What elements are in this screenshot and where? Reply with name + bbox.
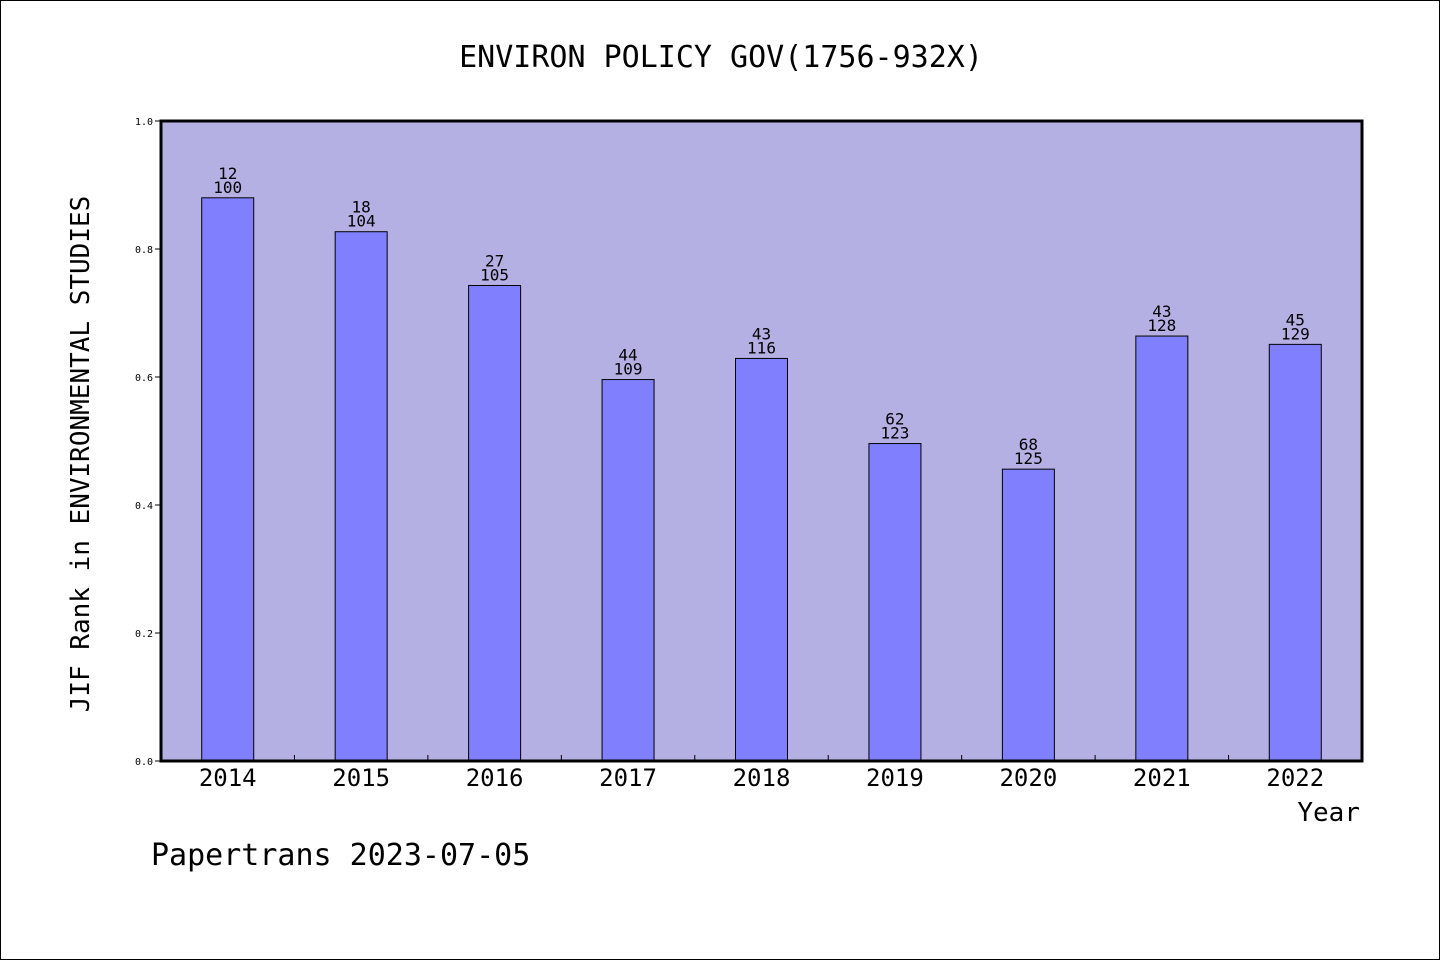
x-axis: 2014 2015 2016 2017 2018 2019 2020 2021 2022 xyxy=(199,755,1324,792)
x-tick-label: 2016 xyxy=(466,764,524,792)
bar-2020 xyxy=(1001,468,1055,762)
y-tick-label: 0.4 xyxy=(135,501,153,512)
x-tick-label: 2017 xyxy=(599,764,657,792)
bar-total-label: 129 xyxy=(1281,324,1310,343)
bar-rank-label: 43 xyxy=(1152,302,1171,321)
y-tick-label: 0.6 xyxy=(135,373,153,384)
bar-rank-label: 18 xyxy=(352,198,371,217)
bar-total-label: 100 xyxy=(213,178,242,197)
bar-rank-label: 68 xyxy=(1019,435,1038,454)
bar-total-label: 116 xyxy=(747,338,776,357)
bar-total-label: 128 xyxy=(1147,316,1176,335)
bar-group xyxy=(201,197,1322,762)
bar-rank-label: 45 xyxy=(1286,310,1305,329)
bar-2022 xyxy=(1268,343,1322,762)
y-tick-label: 1.0 xyxy=(135,117,153,128)
bar-total-label: 104 xyxy=(347,212,376,231)
bar-total-label: 123 xyxy=(880,424,909,443)
bar-2015 xyxy=(334,231,388,762)
bar-rank-label: 44 xyxy=(618,346,637,365)
y-axis-label: JIF Rank in ENVIRONMENTAL STUDIES xyxy=(66,196,96,713)
y-tick-label: 0.8 xyxy=(135,245,153,256)
bar-rank-label: 12 xyxy=(218,164,237,183)
bar-2018 xyxy=(735,357,788,762)
x-tick-label: 2020 xyxy=(999,764,1057,792)
plot-border xyxy=(159,119,1364,763)
bar-2021 xyxy=(1135,335,1189,762)
bar-2019 xyxy=(868,443,922,762)
x-tick-label: 2021 xyxy=(1133,764,1191,792)
y-tick-label: 0.2 xyxy=(135,629,153,640)
bar-label-group: 1210018104271054410943116621236812543128… xyxy=(213,164,1309,468)
x-tick-label: 2022 xyxy=(1266,764,1324,792)
y-tick-label: 0.0 xyxy=(135,757,153,768)
bar-total-label: 105 xyxy=(480,265,509,284)
bar-rank-label: 43 xyxy=(752,324,771,343)
chart-title: ENVIRON POLICY GOV(1756-932X) xyxy=(459,40,983,75)
x-tick-label: 2018 xyxy=(733,764,791,792)
bar-2016 xyxy=(468,284,522,762)
bar-rank-label: 62 xyxy=(885,410,904,429)
bar-total-label: 125 xyxy=(1014,449,1043,468)
bar-2017 xyxy=(601,379,655,762)
x-axis-label: Year xyxy=(1297,798,1360,828)
bar-total-label: 109 xyxy=(614,360,643,379)
bar-rank-label: 27 xyxy=(485,251,504,270)
x-tick-label: 2014 xyxy=(199,764,257,792)
x-tick-label: 2015 xyxy=(332,764,390,792)
footer-text: Papertrans 2023-07-05 xyxy=(151,838,530,873)
x-tick-label: 2019 xyxy=(866,764,924,792)
bar-2014 xyxy=(201,197,255,762)
y-axis: 0.0 0.2 0.4 0.6 0.8 1.0 xyxy=(135,117,161,768)
